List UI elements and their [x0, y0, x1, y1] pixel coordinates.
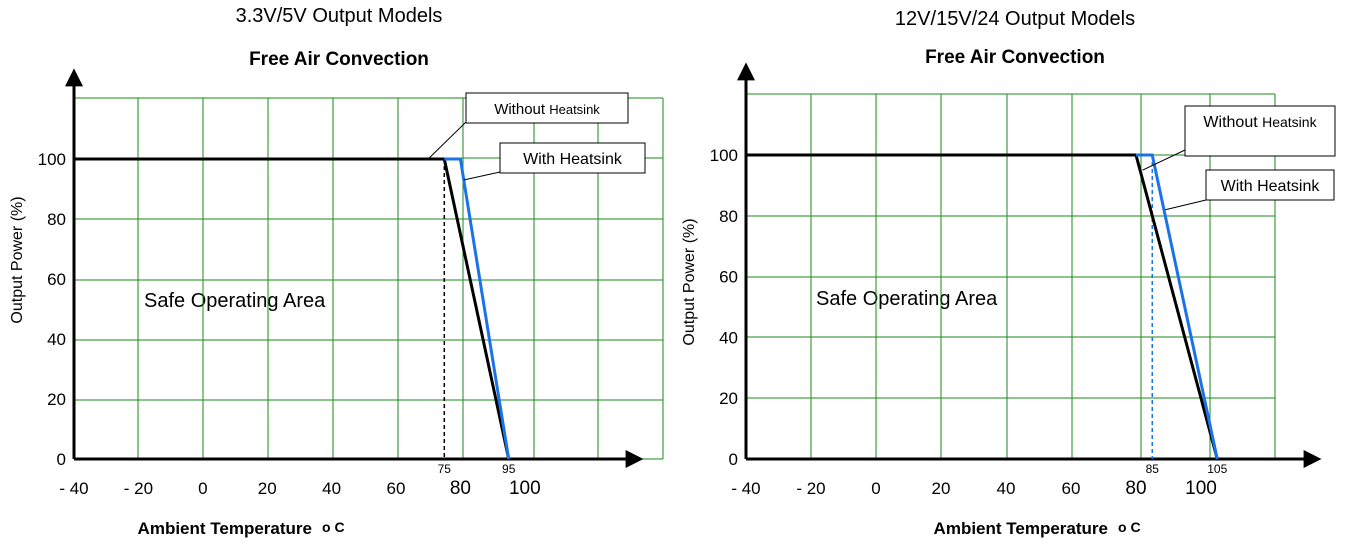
- x-tick-label: 20: [932, 479, 951, 498]
- x-axis-label: Ambient Temperature: [138, 519, 312, 538]
- y-tick-label: 80: [719, 207, 738, 226]
- chart-title: 12V/15V/24 Output Models: [895, 8, 1135, 30]
- callout-label-part: Heatsink: [1257, 178, 1320, 195]
- x-tick-label: 80: [450, 478, 471, 499]
- callout-label-part: Without: [494, 101, 549, 118]
- callout-label-part: With: [523, 151, 559, 168]
- x-axis-label: Ambient Temperature: [934, 519, 1108, 538]
- marker-label: 75: [438, 462, 452, 476]
- y-tick-label: 100: [38, 150, 66, 169]
- x-axis-unit: o C: [1118, 519, 1141, 535]
- x-tick-label: 100: [509, 478, 541, 499]
- y-tick-label: 40: [47, 330, 66, 349]
- callout-leader: [464, 172, 500, 180]
- x-tick-label: - 40: [731, 479, 760, 498]
- y-tick-label: 40: [719, 328, 738, 347]
- x-tick-label: 0: [871, 479, 880, 498]
- x-tick-label: 100: [1185, 478, 1217, 499]
- y-tick-label: 20: [719, 389, 738, 408]
- marker-label: 95: [502, 462, 516, 476]
- x-tick-label: - 40: [59, 479, 88, 498]
- y-tick-label: 20: [47, 390, 66, 409]
- chart-title: 3.3V/5V Output Models: [236, 5, 443, 27]
- safe-area-label: Safe Operating Area: [816, 288, 998, 310]
- callout-label-part: Heatsink: [549, 102, 600, 117]
- chart-right: 12V/15V/24 Output Models Free Air Convec…: [681, 8, 1335, 538]
- callout-label: Without Heatsink: [1203, 114, 1317, 131]
- y-tick-label: 60: [47, 270, 66, 289]
- x-tick-label: 40: [322, 479, 341, 498]
- marker-label: 85: [1146, 462, 1160, 476]
- callout-label-part: Heatsink: [1262, 114, 1317, 130]
- callout-label: With Heatsink: [1221, 178, 1321, 195]
- x-tick-label: - 20: [796, 479, 825, 498]
- y-tick-label: 0: [57, 450, 66, 469]
- y-axis-label: Output Power (%): [9, 196, 26, 323]
- callout-leader: [428, 122, 466, 159]
- x-axis-unit: o C: [322, 519, 345, 535]
- callout-leader: [1165, 200, 1206, 210]
- callout-label-part: Without: [1203, 114, 1262, 131]
- x-tick-label: - 20: [124, 479, 153, 498]
- callout-label: With Heatsink: [523, 151, 623, 168]
- y-tick-label: 100: [710, 146, 738, 165]
- y-tick-label: 80: [47, 210, 66, 229]
- callout-label-part: Heatsink: [560, 151, 623, 168]
- marker-label: 105: [1207, 462, 1227, 476]
- x-tick-label: 60: [1062, 479, 1081, 498]
- x-tick-label: 0: [198, 479, 207, 498]
- chart-left: 3.3V/5V Output Models Free Air Convectio…: [9, 5, 663, 538]
- chart-subtitle: Free Air Convection: [249, 49, 429, 70]
- y-tick-label: 60: [719, 268, 738, 287]
- x-tick-label: 80: [1125, 478, 1146, 499]
- y-tick-label: 0: [729, 450, 738, 469]
- x-tick-label: 60: [387, 479, 406, 498]
- y-axis-label: Output Power (%): [681, 218, 698, 345]
- x-tick-label: 20: [258, 479, 277, 498]
- safe-area-label: Safe Operating Area: [144, 290, 326, 312]
- chart-subtitle: Free Air Convection: [925, 47, 1105, 68]
- callout-label-part: With: [1221, 178, 1257, 195]
- callout-leader: [1143, 150, 1186, 170]
- callout-label: Without Heatsink: [494, 101, 600, 118]
- x-tick-label: 40: [997, 479, 1016, 498]
